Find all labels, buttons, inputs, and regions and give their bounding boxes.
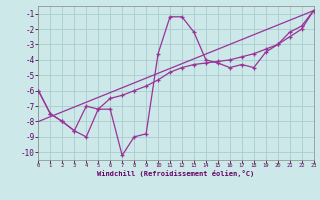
X-axis label: Windchill (Refroidissement éolien,°C): Windchill (Refroidissement éolien,°C): [97, 170, 255, 177]
